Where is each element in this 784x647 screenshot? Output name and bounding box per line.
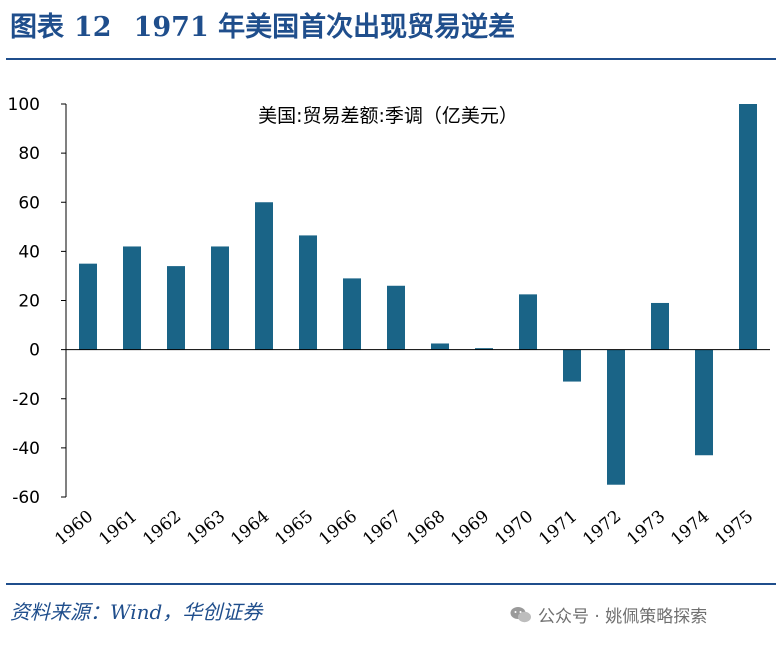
x-tick-label: 1967 bbox=[359, 507, 405, 550]
x-tick-label: 1971 bbox=[535, 507, 581, 550]
x-tick-label: 1970 bbox=[491, 507, 537, 550]
figure-title-text: 1971 年美国首次出现贸易逆差 bbox=[133, 12, 516, 43]
wechat-icon bbox=[510, 606, 532, 629]
y-tick-label: -60 bbox=[12, 488, 40, 508]
x-tick-label: 1975 bbox=[711, 507, 757, 550]
bar-1972 bbox=[607, 349, 625, 485]
x-tick-label: 1969 bbox=[447, 507, 493, 550]
x-tick-label: 1972 bbox=[579, 507, 625, 550]
y-tick-label: 60 bbox=[18, 193, 40, 213]
bar-1964 bbox=[255, 202, 273, 350]
x-axis-labels: 1960196119621963196419651966196719681969… bbox=[51, 507, 757, 550]
y-axis: 100 80 60 40 20 0 -20 -40 -60 bbox=[8, 95, 66, 508]
y-tick-label: -20 bbox=[12, 390, 40, 410]
bar-1961 bbox=[123, 246, 141, 350]
bars-group bbox=[79, 104, 757, 485]
bar-1970 bbox=[519, 294, 537, 350]
y-tick-label: 20 bbox=[18, 292, 40, 312]
y-tick-label: 80 bbox=[18, 144, 40, 164]
figure-label: 图表 bbox=[10, 12, 64, 43]
x-tick-label: 1961 bbox=[95, 507, 141, 550]
bar-1962 bbox=[167, 266, 185, 350]
watermark-prefix: 公众号 · bbox=[538, 607, 600, 627]
x-tick-label: 1962 bbox=[139, 507, 185, 550]
bar-1971 bbox=[563, 349, 581, 382]
y-tick-label: 100 bbox=[8, 95, 40, 115]
bar-1973 bbox=[651, 302, 669, 350]
bar-1960 bbox=[79, 263, 97, 350]
x-tick-label: 1960 bbox=[51, 507, 97, 550]
top-divider bbox=[6, 58, 776, 60]
y-tick-label: -40 bbox=[12, 439, 40, 459]
bar-1975 bbox=[739, 104, 757, 350]
bar-1966 bbox=[343, 278, 361, 350]
x-tick-label: 1966 bbox=[315, 507, 361, 550]
figure-number: 12 bbox=[74, 12, 112, 43]
bar-1967 bbox=[387, 285, 405, 350]
x-tick-label: 1968 bbox=[403, 507, 449, 550]
x-tick-label: 1974 bbox=[667, 507, 713, 550]
watermark: 公众号 · 姚佩策略探索 bbox=[510, 602, 707, 629]
y-tick-label: 40 bbox=[18, 242, 40, 262]
bar-1969 bbox=[475, 348, 493, 350]
bar-1963 bbox=[211, 246, 229, 350]
watermark-name: 姚佩策略探索 bbox=[605, 607, 708, 627]
y-tick-label: 0 bbox=[29, 341, 40, 361]
bar-1968 bbox=[431, 343, 449, 350]
chart-title: 美国:贸易差额:季调（亿美元） bbox=[258, 105, 518, 127]
x-tick-label: 1964 bbox=[227, 507, 273, 550]
x-tick-label: 1973 bbox=[623, 507, 669, 550]
bar-1974 bbox=[695, 349, 713, 456]
bottom-divider bbox=[6, 583, 776, 585]
figure-title: 图表 12 1971 年美国首次出现贸易逆差 bbox=[10, 8, 515, 48]
x-tick-label: 1963 bbox=[183, 507, 229, 550]
source-note: 资料来源：Wind，华创证券 bbox=[10, 600, 263, 624]
bar-1965 bbox=[299, 235, 317, 350]
x-tick-label: 1965 bbox=[271, 507, 317, 550]
